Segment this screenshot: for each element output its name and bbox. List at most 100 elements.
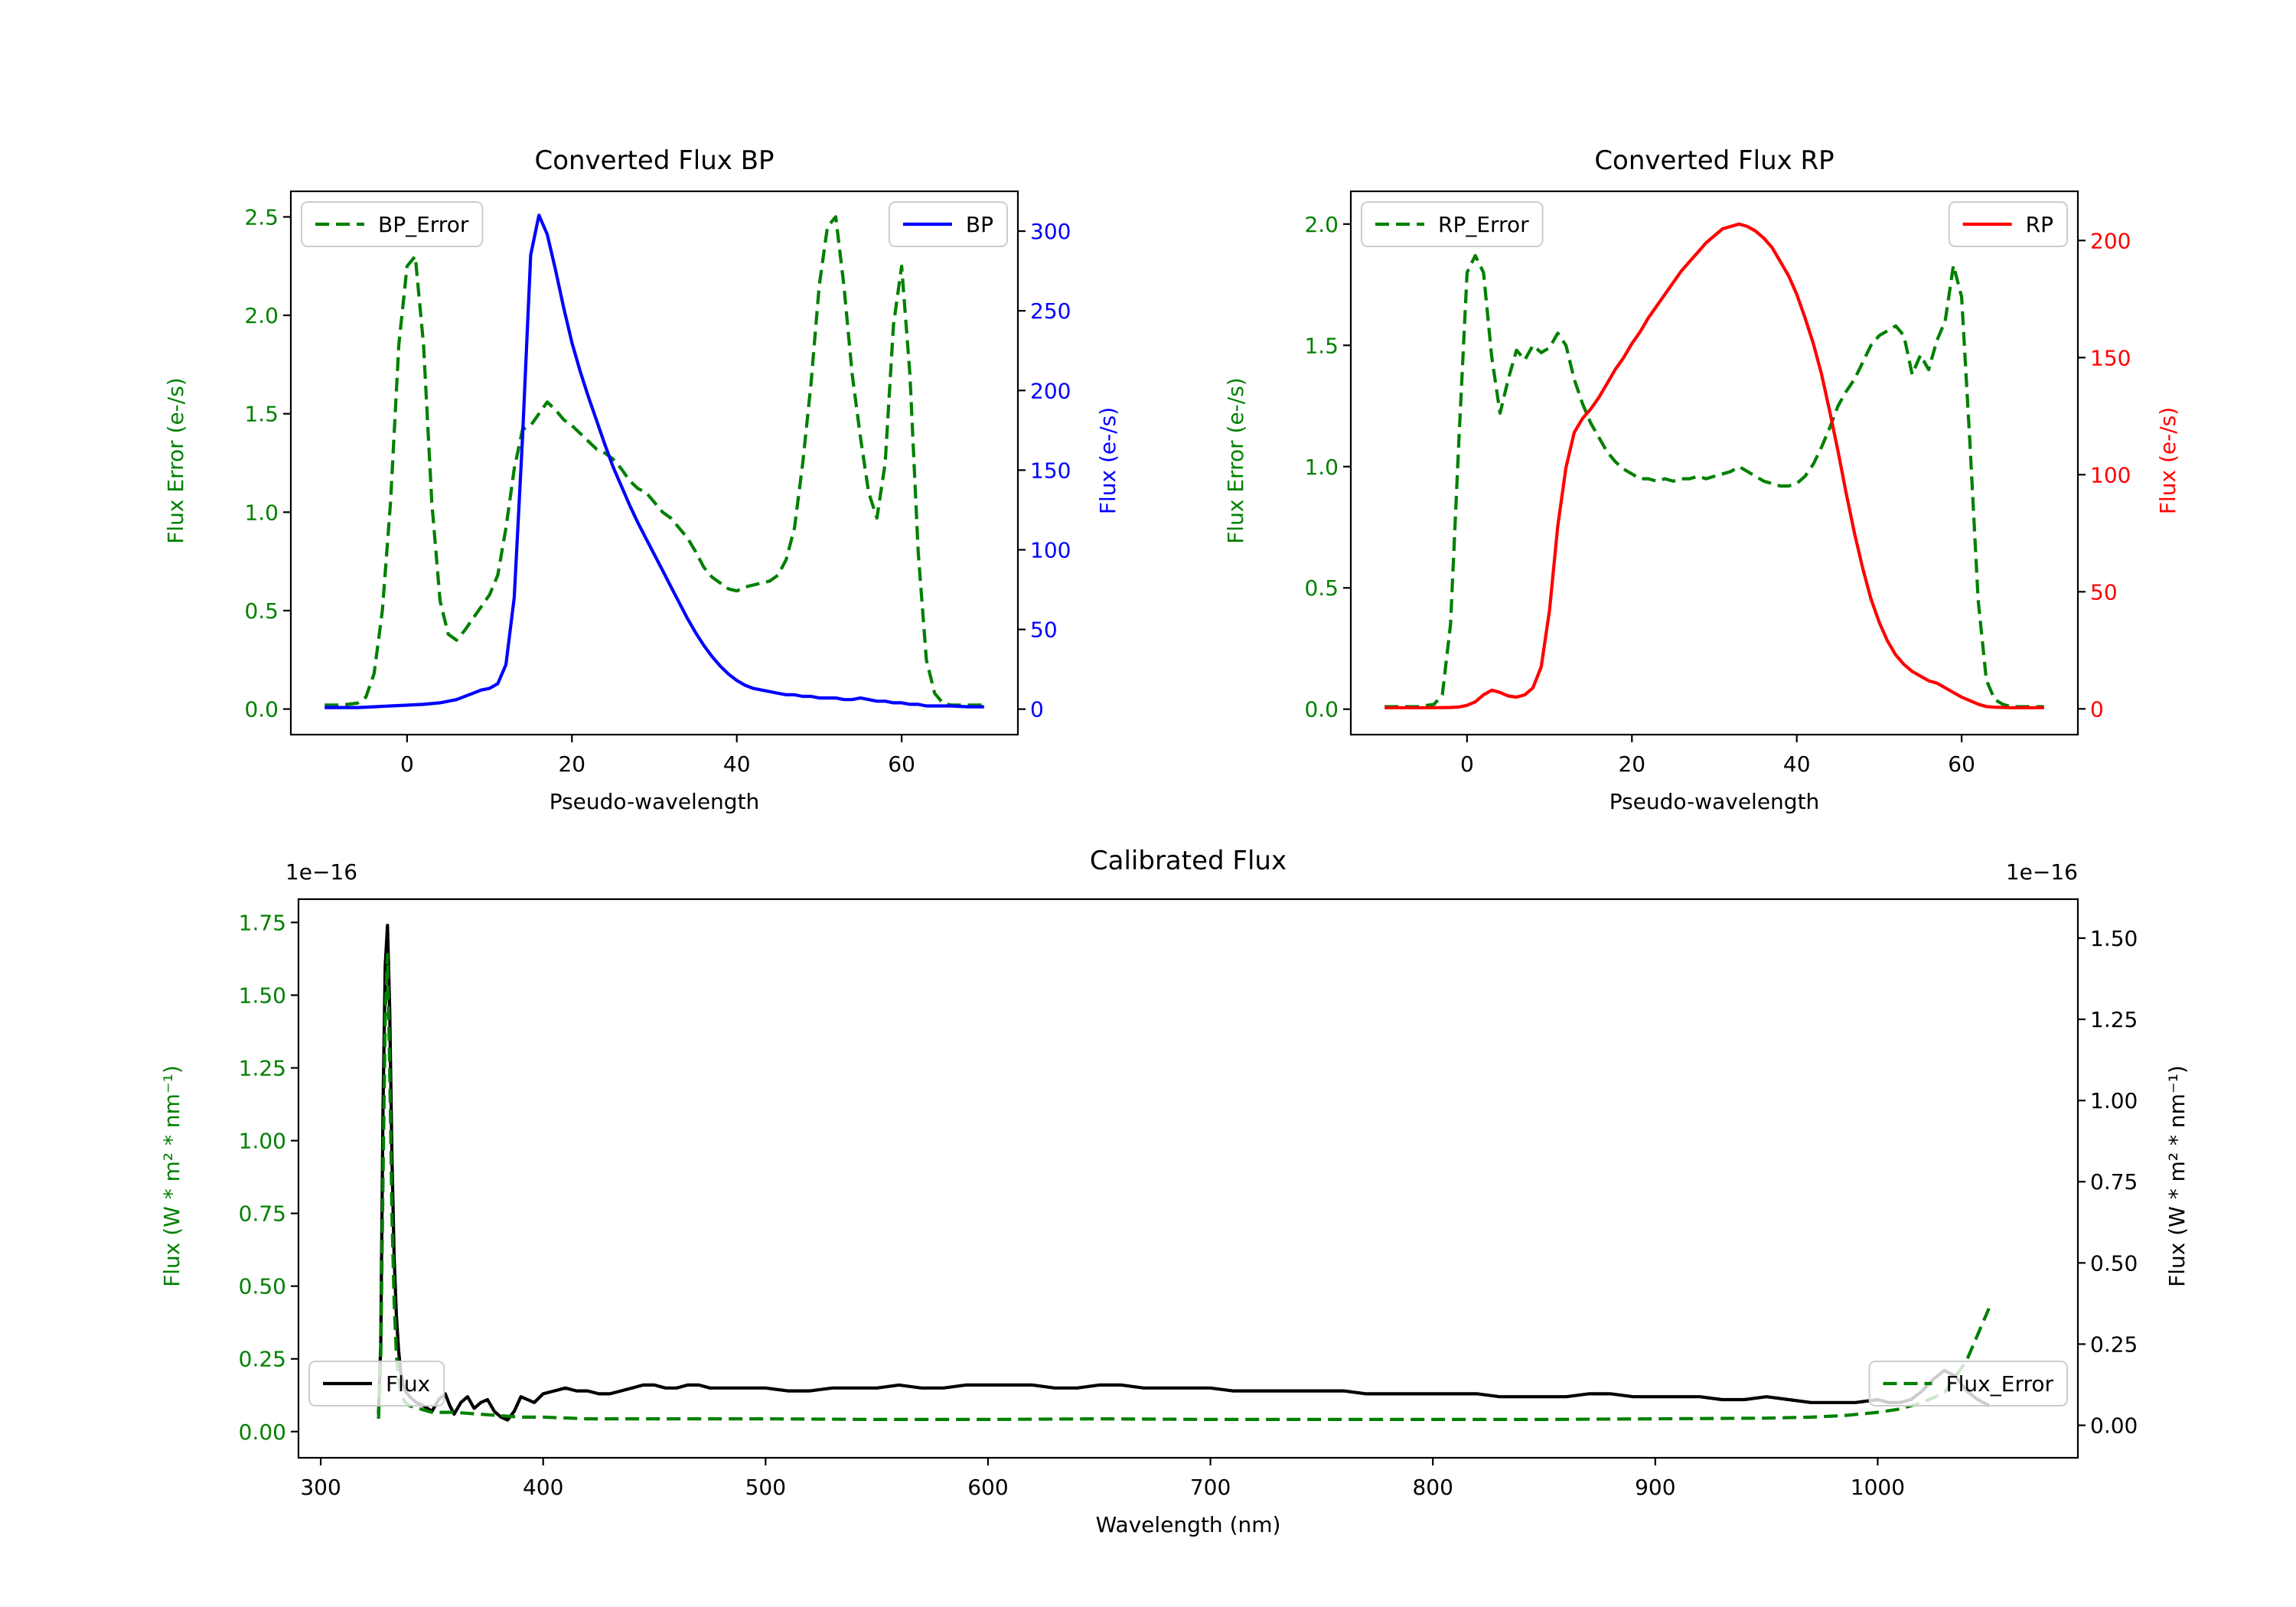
calibrated-right-tick-label: 1.00 [2090,1088,2138,1113]
flux-line [377,924,1990,1422]
rp-line [1384,222,2044,709]
bp-chart-title: Converted Flux BP [534,145,775,176]
rp-axes-frame [1349,190,2079,736]
flux-legend: Flux [308,1361,445,1407]
rp-legend: RP [1948,201,2068,247]
bp-legend-label: BP [966,212,993,237]
bp-left-tick-label: 2.5 [244,204,279,230]
rp-x-tick-label: 60 [1948,751,1975,777]
calibrated-left-tick-label: 0.25 [239,1347,286,1372]
calibrated-axes-frame [297,898,2079,1459]
bp-right-tick-label: 300 [1030,219,1071,244]
calibrated-right-ticks: 0.00 0.25 0.50 0.75 1.00 1.25 1.50 [2078,926,2138,1439]
rp-right-tick-label: 0 [2090,696,2104,722]
bp-ylabel-right: Flux (e-/s) [1095,406,1120,515]
calibrated-left-tick-label: 0.50 [239,1274,286,1299]
calibrated-left-tick-label: 0.75 [239,1201,286,1227]
bp-left-tick-label: 2.0 [244,303,279,328]
bp-left-tick-label: 0.0 [244,697,279,722]
bp-error-legend: BP_Error [301,201,484,247]
bp-line [325,214,984,709]
bp-axes-frame [289,190,1019,736]
rp-right-tick-label: 100 [2090,462,2131,487]
calibrated-x-ticks: 300 400 500 600 700 800 900 1000 [300,1458,1905,1500]
bp-left-tick-label: 1.5 [244,402,279,427]
calibrated-left-ticks: 0.00 0.25 0.50 0.75 1.00 1.25 1.50 1.75 [239,910,298,1445]
rp-left-tick-label: 1.5 [1304,333,1339,358]
bp-right-tick-label: 0 [1030,697,1044,722]
bp-error-legend-label: BP_Error [378,212,469,237]
bp-left-ticks: 0.0 0.5 1.0 1.5 2.0 2.5 [244,204,291,722]
rp-right-ticks: 0 50 100 150 200 [2078,228,2131,722]
rp-right-tick-label: 150 [2090,345,2131,370]
calibrated-chart-title: Calibrated Flux [1089,846,1287,876]
calibrated-ylabel-left: Flux (W * m² * nm⁻¹) [159,1065,184,1287]
rp-error-line [1384,253,2044,709]
calibrated-right-tick-label: 1.50 [2090,926,2138,951]
calibrated-ylabel-right: Flux (W * m² * nm⁻¹) [2164,1065,2190,1287]
calibrated-x-tick-label: 300 [300,1475,341,1500]
calibrated-x-tick-label: 600 [967,1475,1008,1500]
rp-xlabel: Pseudo-wavelength [1609,789,1820,814]
rp-left-tick-label: 2.0 [1304,212,1339,237]
rp-right-tick-label: 200 [2090,228,2131,253]
bp-left-tick-label: 1.0 [244,500,279,525]
calibrated-right-tick-label: 1.25 [2090,1007,2138,1032]
calibrated-right-tick-label: 0.00 [2090,1413,2138,1439]
rp-left-tick-label: 1.0 [1304,455,1339,480]
flux-legend-frame [308,1361,445,1407]
calibrated-left-tick-label: 1.00 [239,1129,286,1154]
flux-error-legend-frame [1868,1361,2068,1407]
flux-error-legend: Flux_Error [1868,1361,2068,1407]
calibrated-left-tick-label: 1.25 [239,1056,286,1081]
bp-legend: BP [888,201,1008,247]
subplot-rp: 0 20 40 60 0.0 0.5 1.0 1.5 2.0 0 50 100 150 200 RP_Err… [1304,190,2131,777]
bp-x-tick-label: 60 [888,751,915,777]
calibrated-offset-right: 1e−16 [2005,859,2078,885]
bp-error-line [325,215,984,707]
rp-right-tick-label: 50 [2090,579,2118,605]
rp-error-legend-frame [1361,201,1544,247]
rp-x-tick-label: 0 [1460,751,1474,777]
calibrated-xlabel: Wavelength (nm) [1095,1512,1281,1537]
rp-chart-title: Converted Flux RP [1594,145,1835,176]
calibrated-right-tick-label: 0.75 [2090,1169,2138,1195]
bp-right-tick-label: 250 [1030,298,1071,324]
rp-error-legend-label: RP_Error [1438,212,1529,237]
calibrated-x-tick-label: 700 [1190,1475,1231,1500]
flux-error-legend-label: Flux_Error [1946,1371,2054,1397]
subplot-calibrated: 300 400 500 600 700 800 900 1000 0.00 0.25 0.50 0.7… [239,898,2138,1500]
rp-left-tick-label: 0.0 [1304,697,1339,722]
calibrated-left-tick-label: 1.75 [239,910,286,935]
rp-left-ticks: 0.0 0.5 1.0 1.5 2.0 [1304,212,1351,722]
rp-ylabel-left: Flux Error (e-/s) [1223,377,1248,544]
calibrated-x-tick-label: 1000 [1851,1475,1905,1500]
flux-error-line [377,953,1991,1421]
rp-legend-label: RP [2026,212,2053,237]
calibrated-left-tick-label: 0.00 [239,1420,286,1445]
bp-right-tick-label: 200 [1030,378,1071,403]
bp-x-tick-label: 20 [558,751,585,777]
bp-right-tick-label: 100 [1030,537,1071,562]
bp-right-ticks: 0 50 100 150 200 250 300 [1018,219,1071,722]
bp-x-tick-label: 40 [723,751,751,777]
rp-x-ticks: 0 20 40 60 [1460,735,1975,777]
subplot-bp: 0 20 40 60 0.0 0.5 1.0 1.5 2.0 2.5 0 50 100 150 200 250… [244,190,1071,777]
calibrated-offset-left: 1e−16 [285,859,358,885]
bp-left-tick-label: 0.5 [244,598,279,624]
calibrated-left-tick-label: 1.50 [239,983,286,1008]
bp-x-tick-label: 0 [400,751,414,777]
bp-xlabel: Pseudo-wavelength [549,789,760,814]
rp-left-tick-label: 0.5 [1304,575,1339,601]
bp-ylabel-left: Flux Error (e-/s) [163,377,188,544]
bp-right-tick-label: 50 [1030,618,1058,643]
rp-x-tick-label: 20 [1618,751,1645,777]
rp-x-tick-label: 40 [1783,751,1811,777]
calibrated-right-tick-label: 0.25 [2090,1332,2138,1357]
rp-error-legend: RP_Error [1361,201,1544,247]
calibrated-x-tick-label: 500 [745,1475,786,1500]
bp-error-legend-frame [301,201,484,247]
calibrated-x-tick-label: 800 [1412,1475,1453,1500]
calibrated-x-tick-label: 400 [523,1475,563,1500]
